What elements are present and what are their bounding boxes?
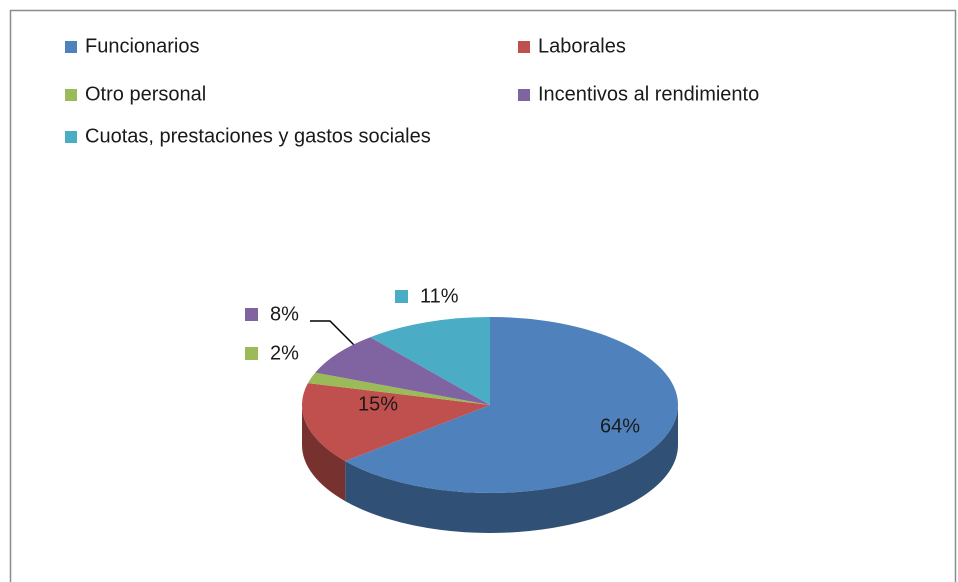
data-label: 2%	[270, 342, 299, 364]
label-key	[245, 308, 258, 321]
slice	[370, 317, 490, 405]
slice	[307, 372, 490, 405]
legend-swatch	[518, 89, 530, 101]
label-key	[245, 347, 258, 360]
slice-side	[302, 405, 346, 502]
data-label: 11%	[420, 285, 459, 307]
legend-swatch	[65, 89, 77, 101]
legend-label: Cuotas, prestaciones y gastos sociales	[85, 125, 431, 147]
legend-label: Otro personal	[85, 83, 206, 105]
data-label: 64%	[600, 415, 640, 437]
slice	[315, 337, 490, 405]
leader-line	[310, 320, 357, 348]
legend-swatch	[65, 41, 77, 53]
legend-label: Incentivos al rendimiento	[538, 83, 759, 105]
data-label: 8%	[270, 303, 299, 325]
slice-side	[345, 405, 678, 533]
legend-label: Laborales	[538, 35, 626, 57]
label-key	[395, 290, 408, 303]
slice	[345, 317, 678, 493]
chart-border	[9, 9, 957, 582]
legend-swatch	[65, 131, 77, 143]
legend-swatch	[518, 41, 530, 53]
legend-label: Funcionarios	[85, 35, 200, 57]
data-label: 15%	[358, 393, 398, 415]
slice	[301, 383, 490, 462]
